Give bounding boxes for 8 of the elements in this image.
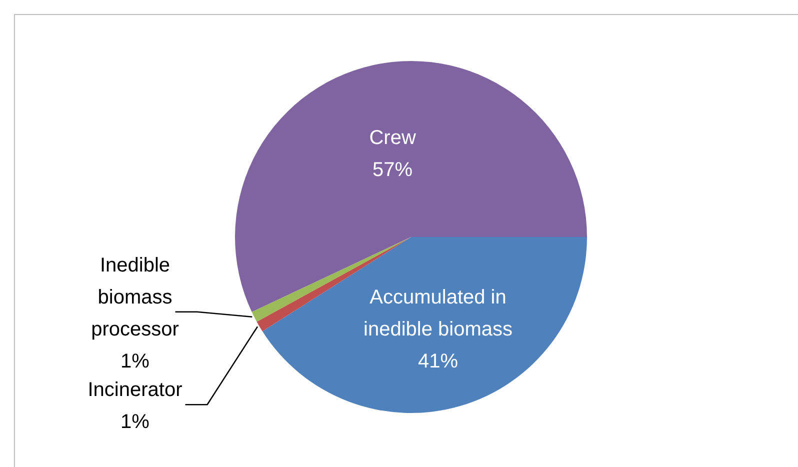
- data-label: 57%: [372, 159, 413, 182]
- data-label: 1%: [120, 350, 150, 372]
- slice-label: Inedible biomass processor: [91, 254, 180, 340]
- data-label: 41%: [418, 350, 458, 372]
- slice-label: Crew: [369, 127, 416, 150]
- data-label: 1%: [120, 411, 150, 434]
- slice-label: Incinerator: [88, 379, 183, 402]
- slice-label: Accumulated in inedible biomass: [364, 286, 512, 340]
